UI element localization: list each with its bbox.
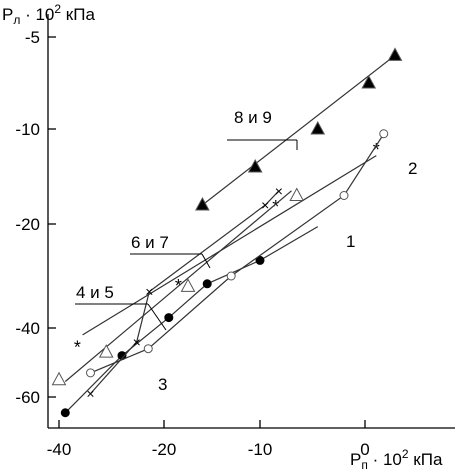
x-tick-label: -20 (152, 440, 177, 459)
triangle-marker (361, 74, 377, 89)
triangle-marker (289, 187, 305, 201)
label-curve-1: 1 (346, 232, 355, 251)
y-tick-label: -5 (25, 28, 40, 47)
series-4 (60, 226, 319, 418)
x-tick-label: 0 (360, 440, 369, 459)
triangle-marker (195, 196, 210, 211)
star-marker: * (373, 140, 380, 160)
triangle-marker (247, 158, 263, 173)
open-circle-marker (379, 129, 389, 139)
y-ticks: -5 -10 -20 -40 -60 (15, 28, 56, 407)
series-layer: ****××××× (51, 47, 403, 418)
filled-circle-marker (60, 408, 70, 418)
star-marker: * (272, 197, 279, 217)
series-line (90, 190, 280, 394)
series-2: **** (74, 140, 380, 357)
x-marker: × (133, 334, 141, 350)
label-4-5: 4 и 5 (76, 283, 114, 302)
x-axis-title: Pп · 102 кПа (350, 447, 443, 472)
open-circle-marker (339, 191, 349, 200)
x-ticks: -40 -20 -10 0 (47, 420, 370, 459)
series-1 (195, 47, 403, 211)
x-tick-label: -40 (47, 440, 72, 459)
triangle-marker (180, 278, 196, 292)
series-line (64, 190, 292, 382)
x-marker: × (261, 197, 269, 213)
triangle-marker (51, 371, 67, 386)
star-marker: * (74, 337, 81, 357)
x-marker: × (86, 386, 94, 402)
series-line (202, 54, 396, 206)
label-curve-2: 2 (408, 159, 417, 178)
series-line (82, 155, 377, 336)
filled-circle-marker (202, 279, 212, 289)
x-marker: × (275, 183, 283, 199)
open-circle-marker (143, 344, 153, 354)
y-tick-label: -60 (15, 388, 40, 407)
x-marker: × (145, 284, 153, 300)
y-tick-label: -20 (15, 215, 40, 234)
x-tick-label: -10 (248, 440, 273, 459)
leader-6-7-b (201, 253, 211, 269)
open-circle-marker (226, 271, 236, 281)
series-6: × × × × × (86, 183, 283, 402)
y-tick-label: -10 (15, 120, 40, 139)
series-5 (86, 129, 389, 378)
filled-circle-marker (255, 255, 265, 265)
leader-4-5-b (147, 303, 167, 331)
label-8-9: 8 и 9 (234, 108, 272, 127)
series-line (64, 226, 319, 414)
y-axis-title: Pл · 102 кПа (2, 2, 95, 27)
y-tick-label: -40 (15, 319, 40, 338)
filled-circle-marker (164, 313, 174, 323)
triangle-marker (98, 344, 114, 358)
label-curve-3: 3 (158, 375, 167, 394)
label-6-7: 6 и 7 (131, 233, 169, 252)
triangle-marker (310, 120, 326, 135)
open-circle-marker (86, 368, 95, 378)
triangle-marker (387, 47, 403, 61)
series-3 (51, 187, 305, 386)
